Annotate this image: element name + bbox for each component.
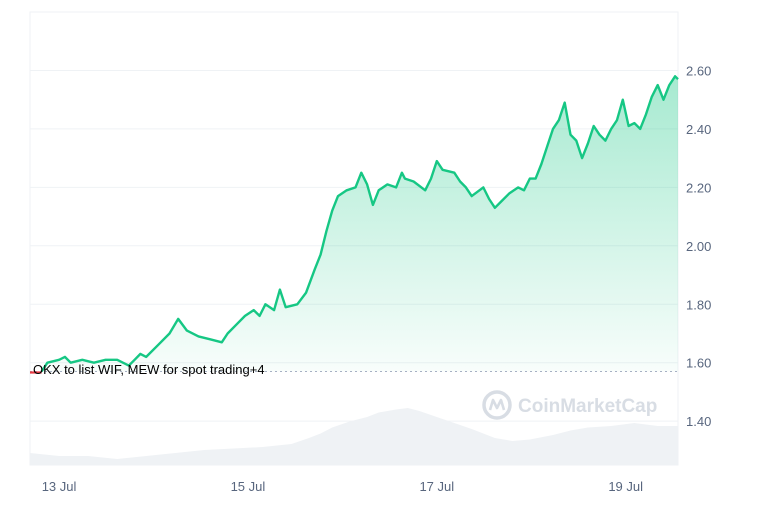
- price-line: [30, 75, 679, 374]
- watermark-text: CoinMarketCap: [518, 396, 657, 417]
- x-tick-label: 17 Jul: [419, 479, 454, 494]
- y-tick-label: 1.80: [686, 297, 711, 312]
- y-tick-label: 1.40: [686, 414, 711, 429]
- y-tick-label: 1.60: [686, 356, 711, 371]
- volume-area: [30, 408, 678, 465]
- x-axis-ticks: 13 Jul 15 Jul 17 Jul 19 Jul: [42, 479, 643, 494]
- y-axis-ticks: 2.60 2.40 2.20 2.00 1.80 1.60 1.40: [686, 63, 711, 429]
- y-tick-label: 2.20: [686, 180, 711, 195]
- y-tick-label: 2.60: [686, 63, 711, 78]
- price-area-fill: [30, 76, 678, 372]
- x-tick-label: 13 Jul: [42, 479, 77, 494]
- price-line-up-segment: [40, 75, 679, 373]
- watermark: CoinMarketCap: [482, 390, 657, 420]
- y-tick-label: 2.00: [686, 239, 711, 254]
- volume-shape: [30, 408, 678, 465]
- x-tick-label: 15 Jul: [231, 479, 266, 494]
- price-area: [30, 76, 678, 372]
- news-annotation[interactable]: OKX to list WIF, MEW for spot trading+4: [33, 362, 265, 377]
- x-tick-label: 19 Jul: [608, 479, 643, 494]
- coinmarketcap-logo-icon: [482, 390, 512, 420]
- y-tick-label: 2.40: [686, 122, 711, 137]
